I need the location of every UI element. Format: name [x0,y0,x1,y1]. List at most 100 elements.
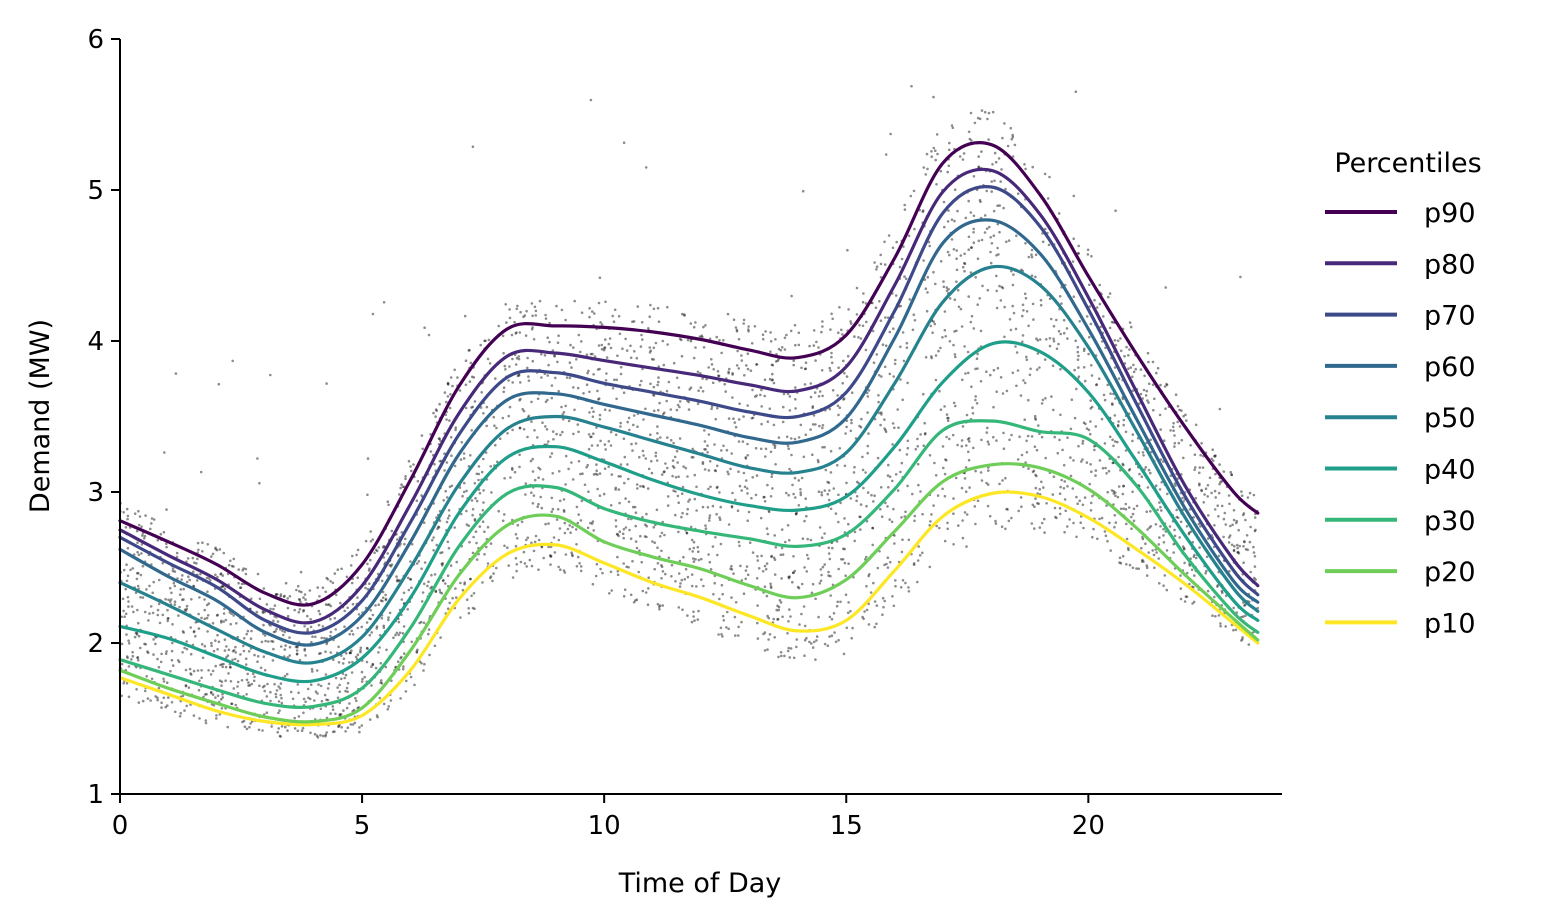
scatter-point [700,578,703,581]
scatter-point [817,395,821,398]
scatter-point [214,546,217,550]
scatter-point [148,584,151,588]
scatter-point [633,505,637,509]
scatter-point [134,591,138,595]
scatter-point [631,559,634,563]
scatter-point [463,581,467,584]
scatter-point [532,549,536,553]
scatter-point [1162,541,1166,544]
scatter-point [675,408,679,412]
x-axis-label: Time of Day [618,868,782,899]
scatter-point [711,504,715,508]
scatter-point [259,666,263,670]
scatter-point [513,470,517,474]
scatter-point [641,515,644,519]
scatter-point [197,688,201,692]
scatter-point [124,526,128,529]
scatter-point [304,598,307,601]
scatter-point [815,635,819,638]
scatter-point [925,152,929,156]
scatter-point [575,543,578,546]
scatter-point [524,493,527,496]
scatter-point [167,598,170,602]
scatter-point [143,534,147,538]
scatter-point [548,554,552,557]
scatter-point [1131,490,1134,494]
scatter-point [1222,517,1226,521]
scatter-point [637,570,640,574]
scatter-point [465,509,468,513]
scatter-point [392,636,395,640]
scatter-point [754,493,758,497]
scatter-point [1003,305,1006,309]
scatter-point [152,653,155,656]
scatter-point [470,594,473,598]
scatter-point [887,234,891,237]
scatter-point [886,474,890,477]
scatter-point [1159,505,1162,509]
scatter-point [581,472,584,476]
scatter-point [334,712,337,716]
scatter-point [693,497,697,501]
series-line-p20 [118,462,1260,724]
scatter-point [1178,425,1182,428]
scatter-point [226,654,230,657]
scatter-point [1143,374,1146,378]
scatter-point [1159,458,1163,461]
scatter-point [196,541,200,545]
scatter-point [587,490,590,494]
scatter-point [703,429,706,432]
scatter-point [672,361,676,365]
scatter-point [320,699,324,703]
scatter-point [650,357,654,361]
scatter-point [320,636,324,640]
scatter-point [656,383,659,387]
scatter-point [446,540,450,544]
scatter-point [842,547,845,551]
scatter-point [775,608,778,612]
scatter-point [423,326,426,330]
scatter-point [770,363,774,367]
scatter-point [432,411,435,415]
scatter-point [622,391,626,395]
scatter-point [640,560,643,564]
scatter-point [588,315,591,319]
scatter-point [416,479,420,483]
scatter-point [229,559,232,563]
scatter-point [928,565,932,569]
scatter-point [980,238,984,242]
scatter-point [288,636,291,639]
scatter-point [1242,545,1245,548]
scatter-point [967,458,971,462]
scatter-point [884,316,887,319]
scatter-point [644,166,648,169]
scatter-point [225,645,228,648]
scatter-point [357,613,361,616]
scatter-point [788,395,792,398]
scatter-point [738,402,741,406]
scatter-point [678,400,682,403]
scatter-point [667,556,671,560]
scatter-point [576,555,580,559]
scatter-point [1224,523,1228,526]
scatter-point [1178,536,1181,539]
scatter-point [265,695,269,698]
scatter-point [1075,495,1078,499]
scatter-point [381,546,385,549]
scatter-point [660,565,664,568]
scatter-point [873,625,876,629]
scatter-point [248,684,252,687]
scatter-point [524,482,528,485]
scatter-point [945,289,949,293]
scatter-point [857,336,860,339]
scatter-point [1002,447,1006,451]
scatter-point [901,398,904,402]
scatter-point [763,500,767,503]
scatter-point [917,483,920,487]
scatter-point [223,638,227,641]
scatter-point [297,598,301,601]
scatter-point [1235,519,1239,523]
scatter-point [678,585,682,588]
scatter-point [1004,187,1007,191]
scatter-point [785,435,789,439]
